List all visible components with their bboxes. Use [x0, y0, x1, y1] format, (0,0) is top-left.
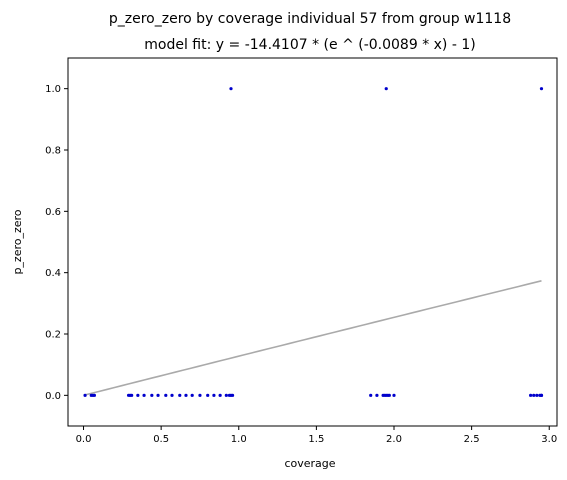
x-axis-ticks: 0.0 0.5 1.0 1.5 2.0 2.5 3.0 [76, 426, 557, 445]
data-point [83, 393, 87, 397]
data-point [218, 393, 222, 397]
data-point [539, 393, 544, 397]
data-point [384, 87, 388, 91]
data-point [190, 393, 194, 397]
data-point [535, 393, 539, 397]
x-tick-label: 1.5 [308, 434, 324, 445]
data-point [170, 393, 174, 397]
data-point [224, 393, 228, 397]
data-point [387, 393, 391, 397]
fit-line [83, 280, 542, 397]
x-tick-label: 2.5 [464, 434, 480, 445]
data-point [164, 393, 168, 397]
y-tick-label: 0.2 [45, 330, 61, 341]
data-point [92, 393, 96, 397]
x-tick-label: 0.0 [76, 434, 92, 445]
y-tick-label: 1.0 [45, 84, 61, 95]
data-point [375, 393, 379, 397]
data-point [198, 393, 202, 397]
data-point [229, 87, 233, 91]
y-tick-label: 0.4 [45, 268, 61, 279]
x-tick-label: 3.0 [541, 434, 557, 445]
chart-subtitle: model fit: y = -14.4107 * (e ^ (-0.0089 … [144, 37, 475, 53]
data-point [184, 393, 188, 397]
x-tick-label: 0.5 [153, 434, 169, 445]
chart-title: p_zero_zero by coverage individual 57 fr… [109, 11, 511, 27]
data-point [136, 393, 140, 397]
data-point [178, 393, 182, 397]
data-point [230, 393, 235, 397]
plot-content [83, 87, 544, 397]
y-tick-label: 0.6 [45, 207, 61, 218]
y-tick-label: 0.8 [45, 146, 61, 157]
y-axis-ticks: 0.0 0.2 0.4 0.6 0.8 1.0 [45, 84, 68, 402]
x-tick-label: 1.0 [231, 434, 247, 445]
data-point [130, 393, 134, 397]
data-point [532, 393, 536, 397]
data-point [150, 393, 154, 397]
data-point [156, 393, 160, 397]
data-point [529, 393, 533, 397]
data-point [212, 393, 216, 397]
x-axis-label: coverage [284, 457, 335, 470]
data-point [206, 393, 210, 397]
data-point [142, 393, 146, 397]
data-point [392, 393, 396, 397]
data-point [369, 393, 373, 397]
y-tick-label: 0.0 [45, 391, 61, 402]
data-point [539, 87, 544, 91]
y-axis-label: p_zero_zero [11, 209, 24, 274]
plot-frame [67, 57, 558, 427]
x-tick-label: 2.0 [386, 434, 402, 445]
